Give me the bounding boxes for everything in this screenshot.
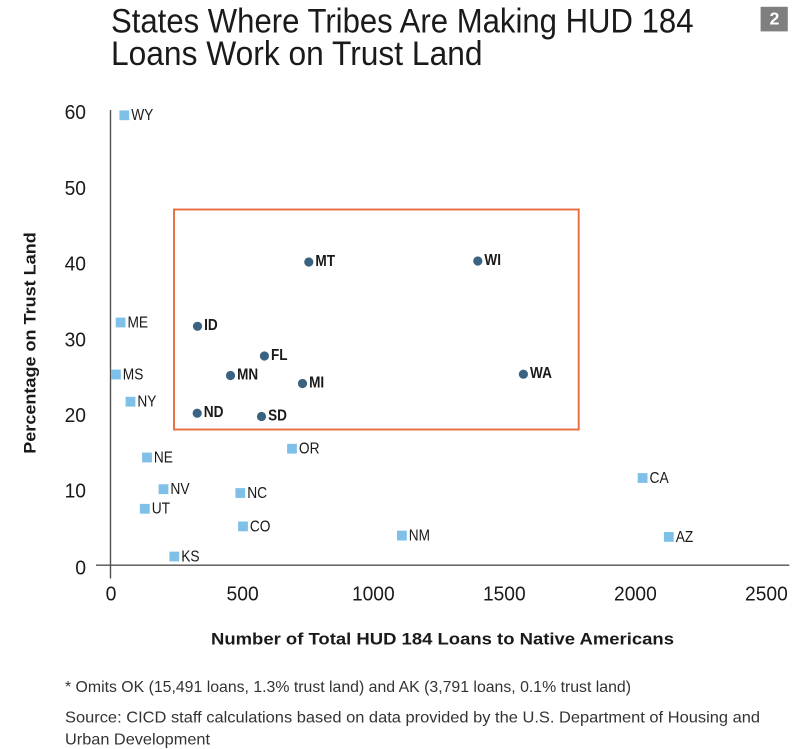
svg-text:AZ: AZ: [676, 529, 694, 546]
svg-text:ND: ND: [204, 404, 224, 421]
svg-text:* Omits OK (15,491 loans, 1.3%: * Omits OK (15,491 loans, 1.3% trust lan…: [65, 679, 631, 696]
svg-text:2000: 2000: [614, 583, 657, 605]
svg-text:Percentage on Trust Land: Percentage on Trust Land: [21, 232, 39, 454]
svg-text:NE: NE: [154, 449, 173, 466]
svg-text:UT: UT: [152, 501, 171, 518]
svg-text:States Where Tribes Are Making: States Where Tribes Are Making HUD 184: [111, 2, 694, 40]
svg-text:Urban Development: Urban Development: [65, 731, 211, 748]
svg-text:10: 10: [65, 481, 86, 503]
svg-text:0: 0: [106, 583, 117, 605]
svg-text:NV: NV: [170, 481, 190, 498]
svg-text:ID: ID: [204, 317, 218, 334]
svg-text:WY: WY: [131, 107, 153, 124]
svg-text:Number of Total HUD 184 Loans: Number of Total HUD 184 Loans to Native …: [211, 630, 674, 648]
svg-text:KS: KS: [181, 548, 199, 565]
svg-text:MN: MN: [237, 366, 258, 383]
svg-text:WI: WI: [484, 252, 501, 269]
svg-text:MS: MS: [123, 366, 144, 383]
svg-text:NM: NM: [409, 528, 430, 545]
svg-text:NY: NY: [137, 394, 156, 411]
svg-text:30: 30: [65, 329, 86, 351]
svg-text:CA: CA: [650, 470, 670, 487]
svg-text:2: 2: [770, 9, 780, 29]
svg-text:Loans Work on Trust Land: Loans Work on Trust Land: [111, 35, 483, 73]
svg-text:1500: 1500: [483, 583, 526, 605]
svg-text:WA: WA: [530, 365, 552, 382]
svg-text:2500: 2500: [745, 583, 788, 605]
svg-text:40: 40: [65, 254, 86, 276]
svg-text:SD: SD: [268, 407, 287, 424]
svg-text:60: 60: [65, 102, 86, 124]
svg-text:20: 20: [65, 405, 86, 427]
svg-text:OR: OR: [299, 441, 320, 458]
svg-text:MI: MI: [309, 374, 324, 391]
svg-text:CO: CO: [250, 518, 271, 535]
svg-text:50: 50: [65, 178, 86, 200]
svg-text:1000: 1000: [352, 583, 395, 605]
svg-text:0: 0: [75, 557, 86, 579]
svg-text:ME: ME: [128, 314, 149, 331]
svg-text:FL: FL: [271, 347, 288, 364]
svg-text:500: 500: [227, 583, 259, 605]
svg-text:MT: MT: [315, 253, 335, 270]
svg-text:NC: NC: [247, 485, 267, 502]
svg-text:Source: CICD staff calculation: Source: CICD staff calculations based on…: [65, 710, 760, 727]
